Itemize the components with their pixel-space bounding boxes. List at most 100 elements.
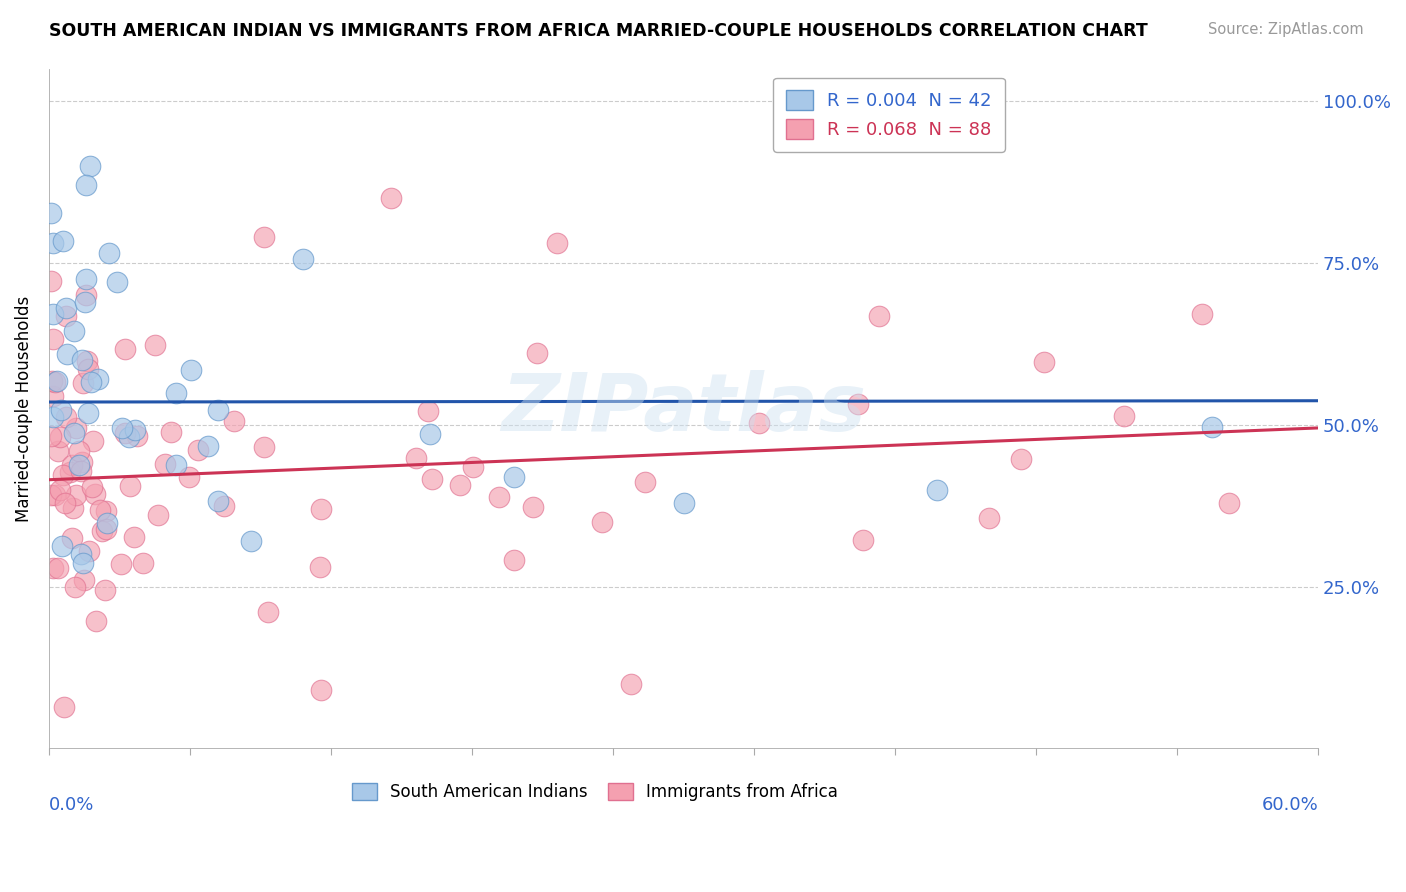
Point — [72, 352, 94, 367]
Point — [848, 396, 870, 410]
Point — [672, 495, 695, 509]
Point — [72, 376, 94, 390]
Point — [49, 430, 72, 444]
Point — [927, 483, 949, 498]
Text: Source: ZipAtlas.com: Source: ZipAtlas.com — [1208, 22, 1364, 37]
Point — [49, 403, 72, 417]
Point — [114, 426, 136, 441]
Point — [41, 410, 63, 425]
Point — [253, 230, 276, 244]
Point — [82, 434, 104, 448]
Point — [41, 561, 63, 575]
Point — [187, 442, 209, 457]
Point — [591, 515, 613, 529]
Point — [60, 458, 83, 472]
Point — [72, 556, 94, 570]
Point — [380, 191, 402, 205]
Point — [84, 486, 107, 500]
Point — [70, 455, 93, 469]
Point — [309, 683, 332, 698]
Point — [418, 404, 440, 418]
Point — [253, 440, 276, 454]
Point — [461, 459, 484, 474]
Point — [1112, 409, 1135, 424]
Point — [98, 246, 121, 260]
Point — [82, 480, 104, 494]
Point — [143, 338, 166, 352]
Text: 60.0%: 60.0% — [1261, 796, 1319, 814]
Point — [207, 494, 229, 508]
Point — [45, 374, 67, 388]
Point — [165, 458, 187, 473]
Point — [1201, 420, 1223, 434]
Point — [546, 236, 568, 251]
Point — [620, 677, 643, 691]
Point — [488, 490, 510, 504]
Point — [207, 403, 229, 417]
Point — [60, 531, 83, 545]
Point — [62, 501, 84, 516]
Point — [75, 288, 97, 302]
Point — [503, 553, 526, 567]
Point — [70, 464, 93, 478]
Point — [852, 533, 875, 548]
Point — [41, 375, 63, 389]
Point — [42, 236, 65, 251]
Point — [239, 534, 262, 549]
Point — [197, 439, 219, 453]
Point — [1218, 496, 1240, 510]
Point — [503, 470, 526, 484]
Point — [75, 272, 97, 286]
Point — [222, 414, 245, 428]
Point — [51, 468, 73, 483]
Point — [420, 472, 443, 486]
Point — [257, 606, 280, 620]
Point — [65, 421, 87, 435]
Point — [105, 275, 128, 289]
Point — [153, 457, 176, 471]
Point — [94, 522, 117, 536]
Point — [67, 443, 90, 458]
Point — [59, 465, 82, 479]
Point — [125, 428, 148, 442]
Point — [177, 470, 200, 484]
Point — [69, 547, 91, 561]
Point — [291, 252, 314, 266]
Point — [124, 423, 146, 437]
Point — [526, 346, 548, 360]
Point — [73, 294, 96, 309]
Point — [90, 524, 112, 538]
Point — [110, 557, 132, 571]
Point — [1010, 452, 1032, 467]
Point — [52, 234, 75, 248]
Point — [39, 206, 62, 220]
Point — [53, 496, 76, 510]
Point — [165, 386, 187, 401]
Point — [75, 178, 97, 192]
Point — [39, 429, 62, 443]
Point — [868, 309, 890, 323]
Point — [94, 583, 117, 598]
Point — [309, 501, 332, 516]
Point — [159, 425, 181, 440]
Point — [55, 310, 77, 324]
Text: 0.0%: 0.0% — [49, 796, 94, 814]
Point — [44, 376, 66, 390]
Point — [122, 530, 145, 544]
Point — [1191, 307, 1213, 321]
Point — [118, 430, 141, 444]
Point — [80, 375, 103, 389]
Point — [65, 487, 87, 501]
Point — [46, 560, 69, 574]
Point — [748, 416, 770, 430]
Point — [72, 574, 94, 588]
Point — [120, 478, 142, 492]
Y-axis label: Married-couple Households: Married-couple Households — [15, 295, 32, 522]
Point — [131, 557, 153, 571]
Point — [76, 361, 98, 376]
Point — [86, 372, 108, 386]
Point — [449, 477, 471, 491]
Point — [977, 511, 1000, 525]
Point — [69, 458, 91, 472]
Point — [62, 426, 84, 441]
